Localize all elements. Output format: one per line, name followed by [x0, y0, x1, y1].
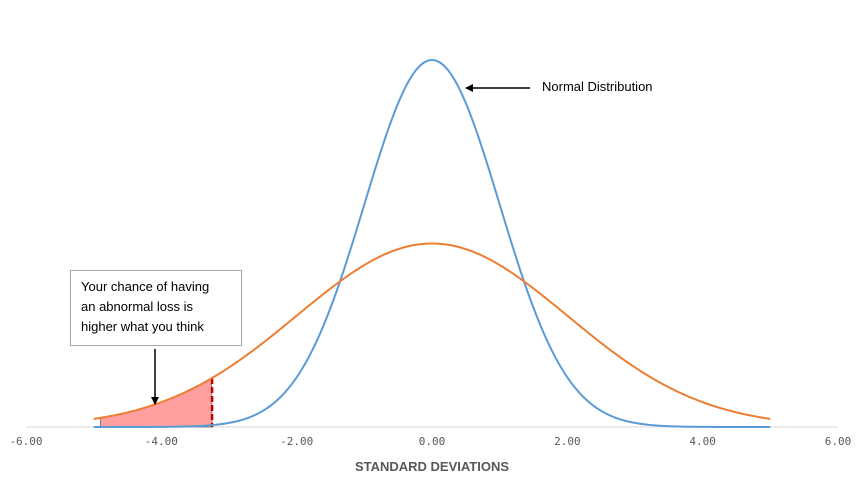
x-tick-label: -6.00: [9, 435, 42, 448]
x-tick-label: 0.00: [419, 435, 446, 448]
x-tick-label: 4.00: [689, 435, 716, 448]
x-tick-label: -4.00: [145, 435, 178, 448]
shaded-tail-area: [99, 377, 213, 428]
callout-box: Your chance of having an abnormal loss i…: [70, 270, 242, 346]
series-group: [93, 58, 771, 428]
normal-distribution-curve: [93, 58, 771, 428]
x-tick-label: 2.00: [554, 435, 581, 448]
x-tick-label: -2.00: [280, 435, 313, 448]
normal-distribution-label: Normal Distribution: [542, 79, 653, 94]
callout-line-1: Your chance of having: [81, 279, 210, 294]
callout-line-2: an abnormal loss is: [81, 299, 193, 314]
x-tick-labels: -6.00 -4.00 -2.00 0.00 2.00 4.00 6.00: [9, 435, 851, 448]
x-axis-title: STANDARD DEVIATIONS: [355, 459, 509, 474]
x-tick-label: 6.00: [825, 435, 852, 448]
shaded-tail-group: [99, 377, 214, 428]
callout-line-3: higher what you think: [81, 319, 204, 334]
fat-tail-distribution-curve: [93, 242, 771, 420]
